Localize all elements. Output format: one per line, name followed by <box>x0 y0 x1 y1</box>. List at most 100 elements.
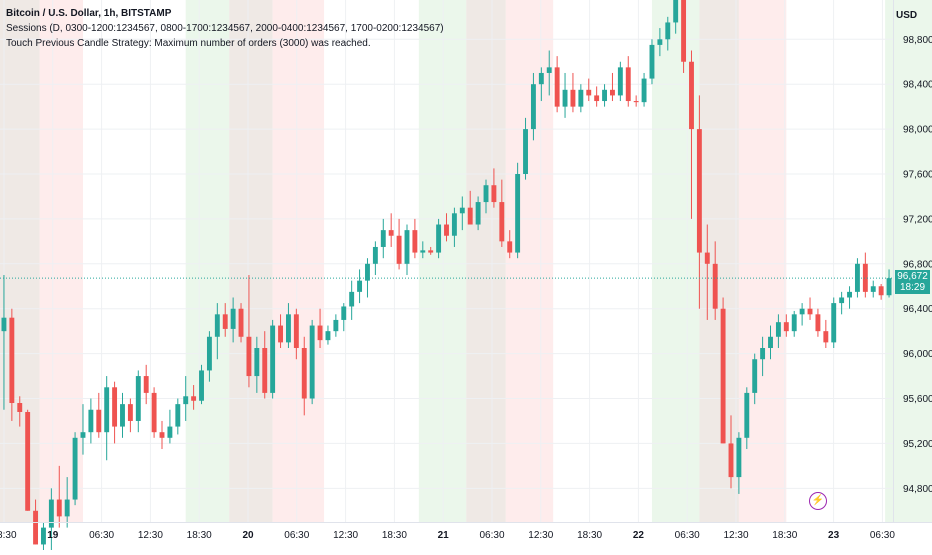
candle-down[interactable] <box>633 95 639 107</box>
candle-up[interactable] <box>372 241 378 276</box>
candle-up[interactable] <box>665 16 671 51</box>
candle-up[interactable] <box>214 303 220 360</box>
candle-up[interactable] <box>736 432 742 494</box>
candle-down[interactable] <box>127 398 133 433</box>
candle-down[interactable] <box>507 230 513 259</box>
candle-up[interactable] <box>768 325 773 360</box>
candle-up[interactable] <box>870 280 876 298</box>
candle-up[interactable] <box>546 50 552 96</box>
candle-down[interactable] <box>467 190 473 225</box>
candle-down[interactable] <box>499 179 505 247</box>
candle-down[interactable] <box>112 381 118 444</box>
candle-down[interactable] <box>388 213 394 247</box>
candle-down[interactable] <box>151 387 157 438</box>
candle-down[interactable] <box>728 415 734 489</box>
candle-down[interactable] <box>159 420 165 450</box>
candle-up[interactable] <box>673 0 679 34</box>
candle-up[interactable] <box>760 336 766 377</box>
price-axis[interactable]: 94,800 95,200 95,600 96,000 96,400 96,800 97,2… <box>903 35 932 495</box>
candle-down[interactable] <box>96 392 102 438</box>
candle-up[interactable] <box>831 297 837 348</box>
candle-up[interactable] <box>791 310 797 337</box>
candle-down[interactable] <box>17 396 23 427</box>
candle-down[interactable] <box>491 168 497 208</box>
candle-up[interactable] <box>333 314 339 337</box>
candle-down[interactable] <box>262 331 268 399</box>
candle-down[interactable] <box>681 0 687 73</box>
candle-up[interactable] <box>104 376 110 461</box>
candle-up[interactable] <box>120 392 125 438</box>
candle-down[interactable] <box>610 72 615 102</box>
candle-up[interactable] <box>436 218 442 259</box>
candle-down[interactable] <box>586 78 592 102</box>
candle-up[interactable] <box>80 404 86 455</box>
candle-down[interactable] <box>428 246 434 255</box>
candle-up[interactable] <box>206 331 212 382</box>
candle-down[interactable] <box>293 308 299 360</box>
candle-down[interactable] <box>238 303 244 343</box>
candle-up[interactable] <box>475 196 481 231</box>
candle-up[interactable] <box>325 325 331 345</box>
candle-up[interactable] <box>459 196 465 231</box>
candle-up[interactable] <box>380 218 386 259</box>
candle-up[interactable] <box>641 72 647 107</box>
candle-down[interactable] <box>278 314 283 348</box>
candle-up[interactable] <box>64 477 70 528</box>
candle-up[interactable] <box>775 314 781 348</box>
candle-down[interactable] <box>862 252 868 298</box>
candle-down[interactable] <box>396 218 402 270</box>
candle-up[interactable] <box>483 179 489 214</box>
candle-up[interactable] <box>530 72 536 141</box>
candle-down[interactable] <box>815 308 821 337</box>
candle-down[interactable] <box>689 50 694 219</box>
time-axis[interactable]: 18:30 19 06:30 12:30 18:30 20 06:30 12:30 18:30 2… <box>0 530 895 541</box>
candle-up[interactable] <box>341 303 347 332</box>
candle-up[interactable] <box>285 303 291 348</box>
symbol-title[interactable]: Bitcoin / U.S. Dollar, 1h, BITSTAMP <box>6 8 172 19</box>
candle-down[interactable] <box>594 86 600 107</box>
candle-up[interactable] <box>199 364 204 405</box>
candle-up[interactable] <box>254 336 260 393</box>
candle-down[interactable] <box>143 364 149 405</box>
candle-down[interactable] <box>412 218 418 259</box>
candle-up[interactable] <box>847 286 852 309</box>
candle-down[interactable] <box>56 465 62 528</box>
strategy-label[interactable]: Touch Previous Candle Strategy: Maximum … <box>6 38 371 49</box>
candle-down[interactable] <box>301 336 307 416</box>
candle-up[interactable] <box>175 398 181 435</box>
candle-up[interactable] <box>839 291 845 315</box>
candle-up[interactable] <box>451 207 457 247</box>
candle-up[interactable] <box>404 224 410 276</box>
candle-up[interactable] <box>744 387 750 450</box>
candle-up[interactable] <box>1 275 7 410</box>
candle-down[interactable] <box>823 319 829 348</box>
candle-up[interactable] <box>365 258 370 298</box>
candle-down[interactable] <box>246 275 252 388</box>
candle-down[interactable] <box>444 213 449 242</box>
candle-up[interactable] <box>538 67 544 102</box>
candle-up[interactable] <box>88 398 94 444</box>
candle-up[interactable] <box>602 84 608 107</box>
candle-up[interactable] <box>523 117 528 180</box>
candles[interactable] <box>1 0 892 555</box>
candle-up[interactable] <box>270 319 276 399</box>
candle-up[interactable] <box>799 303 805 326</box>
currency-label[interactable]: USD <box>896 10 918 21</box>
candle-down[interactable] <box>25 409 31 511</box>
candle-down[interactable] <box>807 297 813 320</box>
candle-up[interactable] <box>135 370 141 433</box>
candle-down[interactable] <box>9 308 15 421</box>
candle-up[interactable] <box>230 297 236 343</box>
candle-down[interactable] <box>191 385 197 410</box>
lightning-icon[interactable]: ⚡ <box>809 492 827 510</box>
candle-up[interactable] <box>420 241 426 259</box>
candle-up[interactable] <box>357 269 363 304</box>
candle-up[interactable] <box>41 522 46 555</box>
candle-down[interactable] <box>878 284 884 300</box>
candle-down[interactable] <box>222 303 228 337</box>
candle-down[interactable] <box>570 72 576 113</box>
candle-up[interactable] <box>854 258 860 298</box>
candle-down[interactable] <box>712 241 718 320</box>
